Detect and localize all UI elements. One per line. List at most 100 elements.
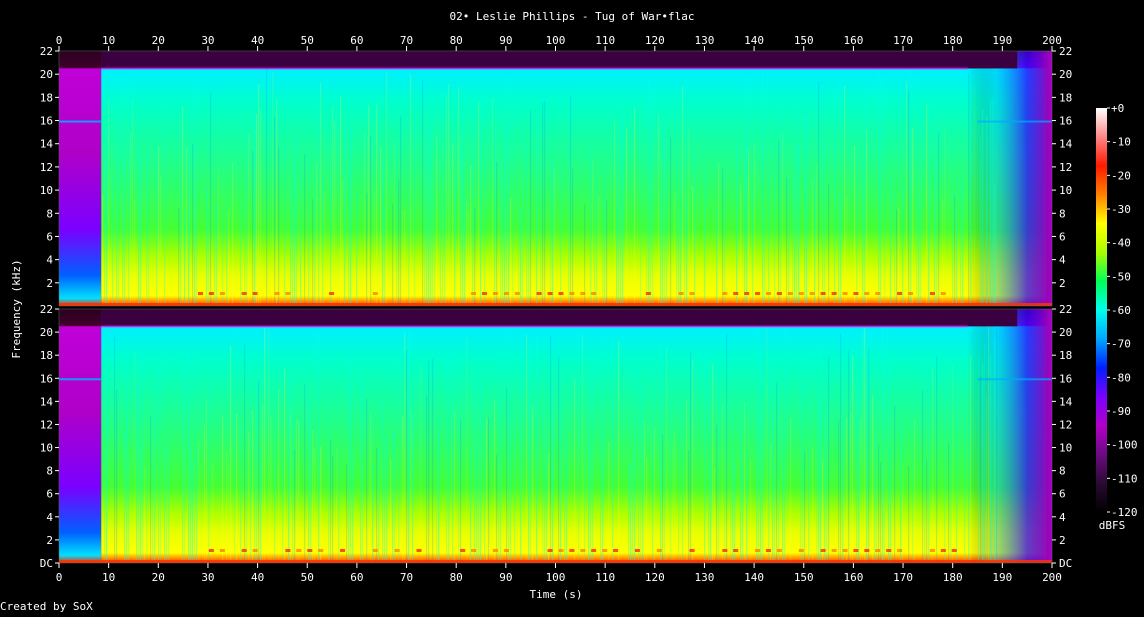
y-tick-label-left: 8	[46, 207, 53, 220]
y-tick-label-right: 14	[1059, 395, 1073, 408]
x-tick-label-top: 0	[56, 34, 63, 47]
intro-region	[59, 51, 102, 306]
y-tick-label-right: 16	[1059, 372, 1072, 385]
x-tick-label-top: 90	[499, 34, 512, 47]
x-tick-label-top: 80	[450, 34, 463, 47]
x-tick-label-bottom: 30	[201, 571, 214, 584]
y-tick-label-right: 18	[1059, 349, 1072, 362]
y-tick-label-right: 2	[1059, 534, 1066, 547]
y-tick-label-left: DC	[40, 557, 53, 570]
y-tick-label-right: DC	[1059, 557, 1072, 570]
channel-2-spectrogram	[59, 309, 1052, 563]
x-tick-label-top: 110	[595, 34, 615, 47]
y-tick-label-right: 20	[1059, 68, 1072, 81]
x-tick-label-top: 60	[350, 34, 363, 47]
footer-credit: Created by SoX	[0, 600, 93, 613]
y-tick-label-left: 14	[40, 395, 54, 408]
y-tick-label-left: 18	[40, 91, 53, 104]
x-tick-label-bottom: 70	[400, 571, 413, 584]
x-tick-label-bottom: 10	[102, 571, 115, 584]
chart-title: 02• Leslie Phillips - Tug of War•flac	[449, 10, 694, 23]
x-tick-label-bottom: 150	[794, 571, 814, 584]
lowpass-cutoff-band	[101, 51, 1018, 69]
y-tick-label-left: 6	[46, 230, 53, 243]
x-tick-label-top: 170	[893, 34, 913, 47]
x-tick-label-top: 20	[152, 34, 165, 47]
y-tick-label-left: 20	[40, 68, 53, 81]
y-tick-label-left: 18	[40, 349, 53, 362]
colorbar-tick-label: -120	[1111, 506, 1138, 519]
x-tick-label-bottom: 80	[450, 571, 463, 584]
music-region	[101, 51, 1048, 306]
x-tick-label-bottom: 90	[499, 571, 512, 584]
fade-out-region	[967, 51, 1048, 306]
colorbar-tick-label: -90	[1111, 405, 1131, 418]
colorbar-tick-label: -70	[1111, 338, 1131, 351]
fade-out-region	[967, 309, 1048, 563]
y-tick-label-left: 2	[46, 534, 53, 547]
colorbar-tick-label: -10	[1111, 136, 1131, 149]
x-tick-label-top: 40	[251, 34, 264, 47]
y-tick-label-right: 22	[1059, 45, 1072, 58]
y-tick-label-left: 10	[40, 184, 53, 197]
x-tick-label-bottom: 140	[744, 571, 764, 584]
y-tick-label-right: 10	[1059, 184, 1072, 197]
y-tick-label-right: 4	[1059, 254, 1066, 267]
y-tick-label-left: 14	[40, 138, 54, 151]
y-tick-label-right: 8	[1059, 465, 1066, 478]
y-tick-label-right: 6	[1059, 230, 1066, 243]
lowpass-cutoff-band	[101, 309, 1018, 327]
y-tick-label-left: 4	[46, 511, 53, 524]
x-tick-label-top: 180	[943, 34, 963, 47]
x-tick-label-bottom: 60	[350, 571, 363, 584]
x-tick-label-bottom: 0	[56, 571, 63, 584]
x-tick-label-top: 200	[1042, 34, 1062, 47]
y-tick-label-left: 22	[40, 303, 53, 316]
colorbar-tick-label: -20	[1111, 169, 1131, 182]
x-tick-label-bottom: 20	[152, 571, 165, 584]
x-tick-label-top: 100	[546, 34, 566, 47]
y-tick-label-left: 2	[46, 277, 53, 290]
x-tick-label-bottom: 200	[1042, 571, 1062, 584]
y-tick-label-left: 8	[46, 465, 53, 478]
x-tick-label-bottom: 50	[301, 571, 314, 584]
music-region	[101, 309, 1048, 563]
colorbar-unit-label: dBFS	[1099, 519, 1126, 532]
colorbar-tick-label: -110	[1111, 472, 1138, 485]
colorbar-tick-label: -100	[1111, 439, 1138, 452]
x-tick-label-bottom: 130	[695, 571, 715, 584]
tail-region	[1047, 51, 1052, 306]
y-tick-label-left: 4	[46, 254, 53, 267]
colorbar-tick-label: -40	[1111, 237, 1131, 250]
x-tick-label-top: 190	[992, 34, 1012, 47]
y-tick-label-right: 4	[1059, 511, 1066, 524]
y-tick-label-left: 12	[40, 418, 53, 431]
x-tick-label-top: 120	[645, 34, 665, 47]
colorbar-tick-label: -80	[1111, 371, 1131, 384]
tail-region	[1047, 309, 1052, 563]
y-tick-label-right: 12	[1059, 418, 1072, 431]
colorbar-tick-label: +0	[1111, 102, 1124, 115]
y-axis-label: Frequency (kHz)	[10, 259, 23, 358]
x-axis-label: Time (s)	[530, 588, 583, 601]
spectral-texture	[59, 326, 1052, 563]
x-tick-label-bottom: 110	[595, 571, 615, 584]
channel-1-spectrogram	[59, 51, 1052, 307]
y-tick-label-right: 22	[1059, 303, 1072, 316]
y-tick-label-right: 10	[1059, 442, 1072, 455]
colorbar-tick-label: -30	[1111, 203, 1131, 216]
y-tick-label-left: 16	[40, 115, 53, 128]
y-tick-label-left: 20	[40, 326, 53, 339]
plot-layer	[59, 51, 1052, 563]
x-tick-label-top: 10	[102, 34, 115, 47]
x-tick-label-top: 70	[400, 34, 413, 47]
x-tick-label-top: 160	[843, 34, 863, 47]
y-tick-label-right: 2	[1059, 277, 1066, 290]
y-tick-label-left: 10	[40, 442, 53, 455]
colorbar-tick-label: -50	[1111, 270, 1131, 283]
y-tick-label-left: 6	[46, 488, 53, 501]
x-tick-label-bottom: 120	[645, 571, 665, 584]
